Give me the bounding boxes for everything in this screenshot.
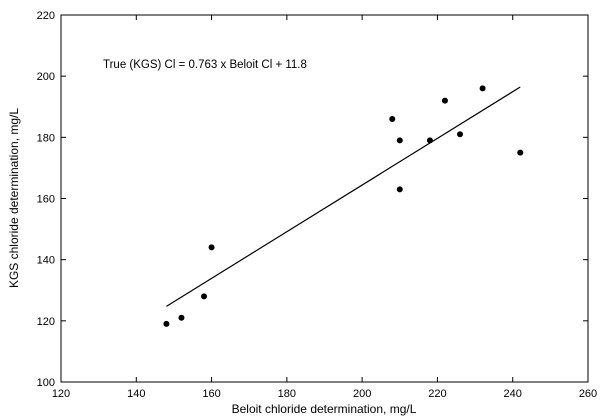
- y-axis: 100 120 140 160 180 200 220: [37, 10, 588, 389]
- data-point: [208, 244, 215, 251]
- data-point: [479, 85, 486, 92]
- x-tick-label: 200: [353, 388, 371, 400]
- data-point: [163, 320, 170, 327]
- x-tick-label: 160: [202, 388, 220, 400]
- x-tick-label: 120: [52, 388, 70, 400]
- x-axis: 120 140 160 180 200 220 240 260: [52, 15, 597, 400]
- y-tick-label: 140: [37, 255, 55, 267]
- x-axis-title: Beloit chloride determination, mg/L: [232, 402, 417, 416]
- y-tick-label: 220: [37, 10, 55, 22]
- data-point: [396, 186, 403, 193]
- regression-line: [166, 86, 521, 307]
- data-point: [441, 97, 448, 104]
- y-tick-label: 160: [37, 194, 55, 206]
- x-tick-label: 140: [127, 388, 145, 400]
- data-point: [389, 115, 396, 122]
- data-point: [517, 149, 524, 156]
- x-tick-label: 260: [579, 388, 597, 400]
- data-point: [426, 137, 433, 144]
- y-tick-label: 180: [37, 132, 55, 144]
- y-tick-label: 120: [37, 316, 55, 328]
- regression-equation: True (KGS) Cl = 0.763 x Beloit Cl + 11.8: [103, 59, 307, 71]
- x-tick-label: 180: [278, 388, 296, 400]
- x-tick-label: 220: [428, 388, 446, 400]
- y-tick-label: 100: [37, 377, 55, 389]
- data-point: [396, 137, 403, 144]
- data-point: [178, 314, 185, 321]
- y-axis-title: KGS chloride determination, mg/L: [7, 108, 21, 288]
- data-point: [201, 293, 208, 300]
- x-tick-label: 240: [504, 388, 522, 400]
- y-tick-label: 200: [37, 71, 55, 83]
- data-point: [457, 131, 464, 138]
- data-points: [163, 85, 524, 327]
